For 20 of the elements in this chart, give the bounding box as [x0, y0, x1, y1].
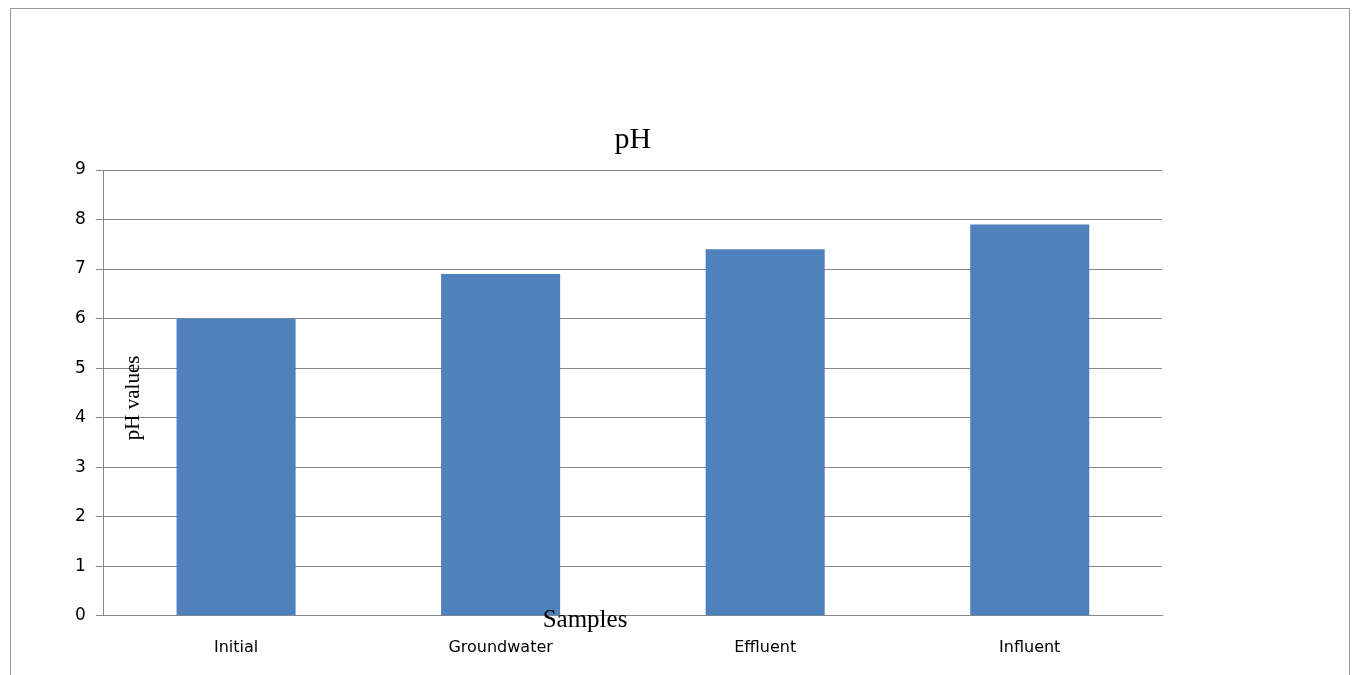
- x-axis-title: Samples: [542, 604, 628, 632]
- y-axis-title: pH values: [120, 355, 145, 441]
- x-tick-label: Influent: [999, 636, 1061, 656]
- bar: [970, 224, 1090, 616]
- x-tick-label: Initial: [213, 636, 259, 656]
- y-tick-label: 4: [74, 406, 86, 427]
- x-tick-label: Groundwater: [448, 636, 554, 656]
- y-tick-label: 5: [74, 356, 86, 377]
- y-tick-label: 8: [74, 207, 86, 228]
- y-tick-label: 6: [74, 307, 86, 328]
- y-tick-label: 7: [74, 257, 86, 278]
- bar: [705, 249, 825, 616]
- y-tick-label: 1: [74, 554, 86, 575]
- x-tick-label: Effluent: [734, 636, 797, 656]
- y-tick-label: 9: [74, 158, 86, 179]
- y-tick-label: 2: [74, 505, 86, 526]
- y-tick-label: 0: [74, 604, 86, 625]
- bar: [176, 318, 296, 616]
- y-tick-label: 3: [74, 455, 86, 476]
- chart-title: pH: [614, 121, 652, 154]
